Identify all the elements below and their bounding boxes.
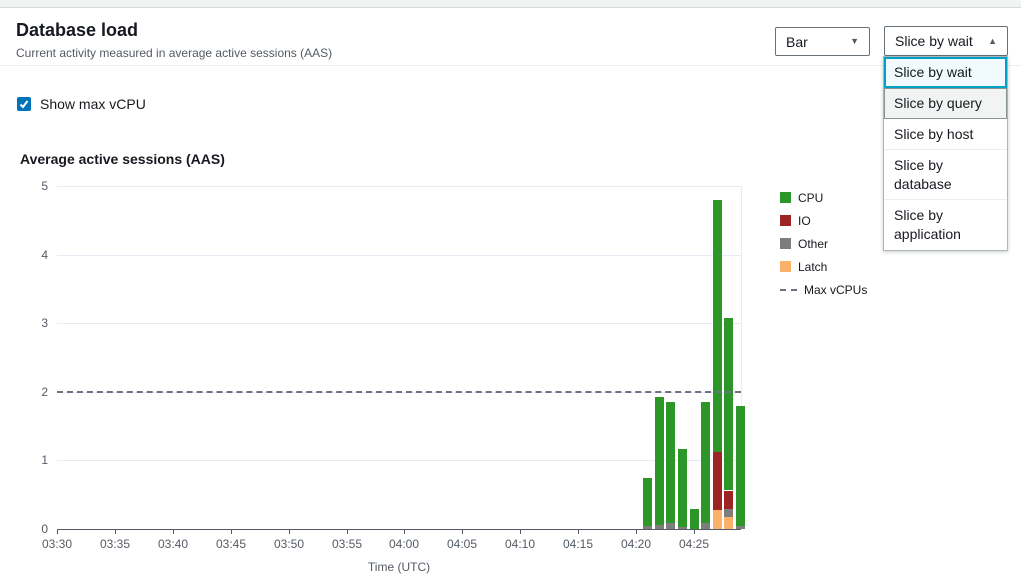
chevron-down-icon: ▼ <box>850 36 859 46</box>
y-axis-tick-label: 4 <box>41 248 48 262</box>
bar-04:29-cpu[interactable] <box>736 406 745 526</box>
x-axis-tick-label: 04:05 <box>446 537 478 551</box>
x-axis-tick <box>289 529 290 534</box>
bar-04:27-latch[interactable] <box>713 510 722 529</box>
y-gridline-4 <box>57 255 741 256</box>
x-axis-tick <box>173 529 174 534</box>
show-max-vcpu-label: Show max vCPU <box>40 96 146 112</box>
legend-item-other: Other <box>780 236 867 251</box>
bar-04:21-cpu[interactable] <box>643 478 652 526</box>
legend-item-io: IO <box>780 213 867 228</box>
legend-label: Latch <box>798 259 828 274</box>
y-axis-tick-label: 1 <box>41 453 48 467</box>
legend-item-max-vcpus: Max vCPUs <box>780 282 867 297</box>
x-axis-tick-label: 04:10 <box>504 537 536 551</box>
y-axis-tick-label: 3 <box>41 316 48 330</box>
x-axis-tick <box>115 529 116 534</box>
header-divider <box>0 65 1021 66</box>
chart-type-value: Bar <box>786 33 808 50</box>
x-axis-tick <box>57 529 58 534</box>
bar-04:28-cpu[interactable] <box>724 318 733 490</box>
slice-by-dropdown-list: Slice by wait Slice by query Slice by host… <box>883 56 1008 251</box>
x-axis-tick-label: 03:45 <box>215 537 247 551</box>
bar-04:24-cpu[interactable] <box>678 449 687 527</box>
bar-04:26-cpu[interactable] <box>701 402 710 523</box>
legend-swatch-latch <box>780 261 791 272</box>
x-axis-tick <box>636 529 637 534</box>
bar-04:29-other[interactable] <box>736 526 745 529</box>
x-axis-tick <box>462 529 463 534</box>
y-gridline-5 <box>57 186 741 187</box>
slice-option-slice-by-query[interactable]: Slice by query <box>884 88 1007 119</box>
chart-type-select[interactable]: Bar ▼ <box>775 27 870 56</box>
bar-04:22-other[interactable] <box>655 525 664 529</box>
x-axis-tick <box>404 529 405 534</box>
x-axis-tick <box>347 529 348 534</box>
legend-label: CPU <box>798 190 824 205</box>
x-axis-tick-label: 03:35 <box>99 537 131 551</box>
legend-label: Other <box>798 236 829 251</box>
bar-04:27-cpu[interactable] <box>713 200 722 452</box>
legend-item-latch: Latch <box>780 259 867 274</box>
bar-04:23-cpu[interactable] <box>666 402 675 523</box>
x-axis-tick-label: 03:50 <box>273 537 305 551</box>
x-axis-tick-label: 03:55 <box>331 537 363 551</box>
x-axis-tick <box>694 529 695 534</box>
x-axis-tick <box>578 529 579 534</box>
checkmark-icon <box>19 100 29 109</box>
chevron-up-icon: ▲ <box>988 35 997 46</box>
legend-swatch-io <box>780 215 791 226</box>
max-vcpus-line <box>57 391 741 393</box>
legend-label: IO <box>798 213 811 228</box>
page-title: Database load <box>16 20 139 40</box>
legend-item-cpu: CPU <box>780 190 867 205</box>
page-subtitle: Current activity measured in average act… <box>16 46 333 60</box>
x-axis-tick-label: 03:30 <box>41 537 73 551</box>
bar-04:28-io[interactable] <box>724 491 733 509</box>
x-axis-tick-label: 04:00 <box>388 537 420 551</box>
y-gridline-1 <box>57 460 741 461</box>
y-gridline-2 <box>57 392 741 393</box>
bar-04:28-other[interactable] <box>724 508 733 517</box>
slice-option-slice-by-application[interactable]: Slice by application <box>884 200 1007 250</box>
x-axis-line <box>57 529 741 530</box>
legend-swatch-other <box>780 238 791 249</box>
x-axis-tick <box>520 529 521 534</box>
slice-by-value: Slice by wait <box>895 33 973 49</box>
bar-04:24-other[interactable] <box>678 527 687 529</box>
show-max-vcpu-row[interactable]: Show max vCPU <box>17 96 146 112</box>
y-axis-tick-label: 2 <box>41 385 48 399</box>
legend-label: Max vCPUs <box>804 282 868 297</box>
bar-04:28-latch[interactable] <box>724 517 733 529</box>
x-axis-title: Time (UTC) <box>367 560 431 574</box>
top-divider-strip <box>0 0 1021 8</box>
bar-04:23-other[interactable] <box>666 523 675 529</box>
panel-header: Database load Current activity measured … <box>16 20 332 60</box>
bar-04:27-io[interactable] <box>713 452 722 510</box>
x-axis-tick <box>231 529 232 534</box>
slice-option-slice-by-wait[interactable]: Slice by wait <box>884 57 1007 88</box>
y-gridline-3 <box>57 323 741 324</box>
plot-right-border <box>741 186 742 529</box>
bar-04:25-cpu[interactable] <box>690 509 699 529</box>
x-axis-tick-label: 03:40 <box>157 537 189 551</box>
chart-title: Average active sessions (AAS) <box>20 151 225 167</box>
slice-option-slice-by-database[interactable]: Slice by database <box>884 150 1007 200</box>
x-axis-tick-label: 04:15 <box>562 537 594 551</box>
show-max-vcpu-checkbox[interactable] <box>17 97 31 111</box>
y-axis-tick-label: 5 <box>41 179 48 193</box>
legend-swatch-cpu <box>780 192 791 203</box>
legend-dashed-line-icon <box>780 288 797 291</box>
x-axis-tick-label: 04:20 <box>620 537 652 551</box>
slice-by-select[interactable]: Slice by wait ▲ <box>884 26 1008 56</box>
slice-option-slice-by-host[interactable]: Slice by host <box>884 119 1007 150</box>
chart-legend: CPU IO Other Latch Max vCPUs <box>780 190 867 305</box>
bar-04:22-cpu[interactable] <box>655 397 664 525</box>
x-axis-tick-label: 04:25 <box>678 537 710 551</box>
bar-04:21-other[interactable] <box>643 526 652 529</box>
bar-04:26-other[interactable] <box>701 523 710 529</box>
y-axis-tick-label: 0 <box>41 522 48 536</box>
